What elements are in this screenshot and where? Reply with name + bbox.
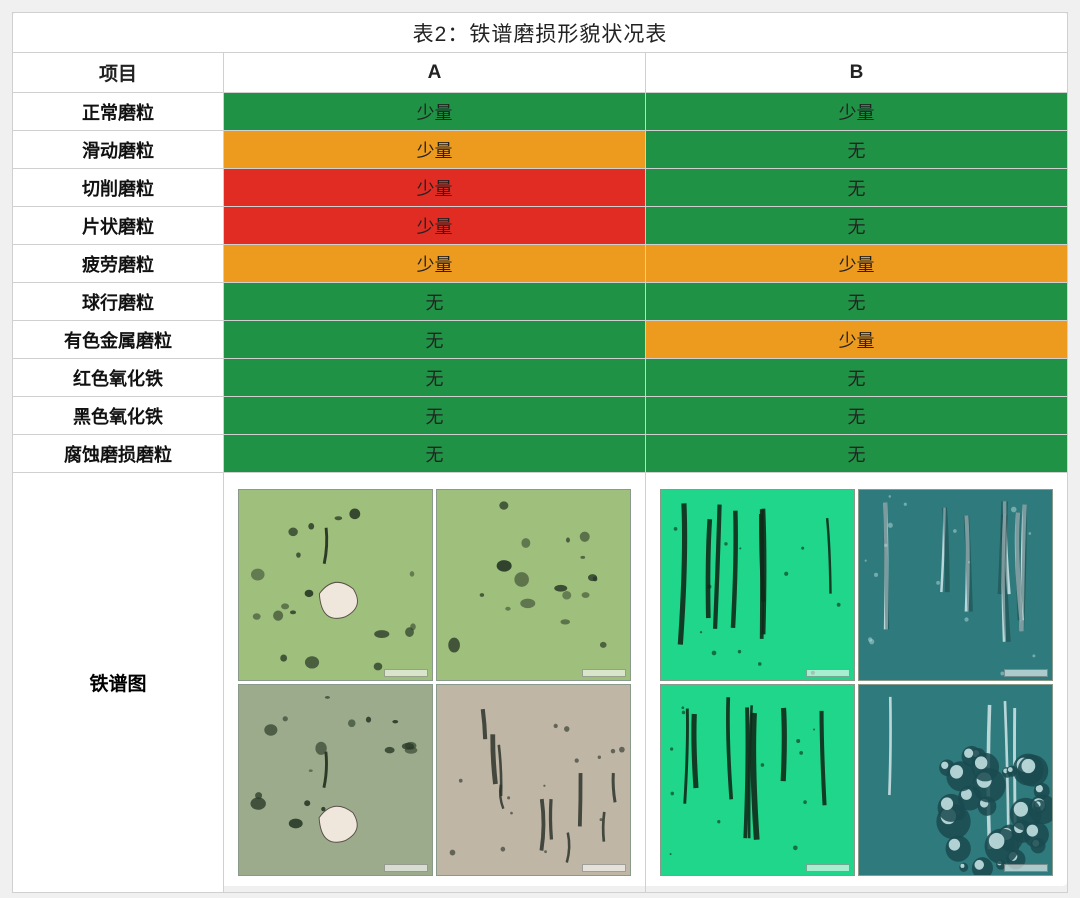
row-label: 疲劳磨粒 — [13, 245, 224, 283]
scale-bar — [384, 669, 428, 677]
cell-a: 无 — [224, 359, 646, 397]
table-row: 片状磨粒少量无 — [13, 207, 1068, 245]
header-row: 项目 A B — [13, 53, 1068, 93]
micrograph-pane — [436, 489, 631, 681]
row-label: 有色金属磨粒 — [13, 321, 224, 359]
cell-a: 少量 — [224, 169, 646, 207]
cell-a: 少量 — [224, 131, 646, 169]
row-label: 切削磨粒 — [13, 169, 224, 207]
micrograph-pane — [238, 684, 433, 876]
cell-a: 无 — [224, 321, 646, 359]
table-row: 黑色氧化铁无无 — [13, 397, 1068, 435]
table-row: 切削磨粒少量无 — [13, 169, 1068, 207]
cell-b: 无 — [646, 131, 1068, 169]
table-title: 表2：铁谱磨损形貌状况表 — [13, 13, 1068, 53]
cell-a: 少量 — [224, 245, 646, 283]
scale-bar — [384, 864, 428, 872]
cell-a: 无 — [224, 283, 646, 321]
scale-bar — [582, 669, 626, 677]
cell-b: 少量 — [646, 93, 1068, 131]
cell-b: 无 — [646, 169, 1068, 207]
table-row: 有色金属磨粒无少量 — [13, 321, 1068, 359]
cell-a: 无 — [224, 397, 646, 435]
cell-b: 无 — [646, 207, 1068, 245]
cell-a: 无 — [224, 435, 646, 473]
micrograph-pane — [238, 489, 433, 681]
row-label: 片状磨粒 — [13, 207, 224, 245]
cell-b: 少量 — [646, 245, 1068, 283]
scale-bar — [582, 864, 626, 872]
row-label: 正常磨粒 — [13, 93, 224, 131]
row-label: 球行磨粒 — [13, 283, 224, 321]
image-row-label: 铁谱图 — [13, 473, 224, 893]
row-label: 红色氧化铁 — [13, 359, 224, 397]
cell-a: 少量 — [224, 207, 646, 245]
table-row: 球行磨粒无无 — [13, 283, 1068, 321]
micrograph-pane — [660, 489, 855, 681]
scale-bar — [1004, 669, 1048, 677]
micrograph-pane — [858, 489, 1053, 681]
cell-b: 无 — [646, 283, 1068, 321]
cell-b: 无 — [646, 359, 1068, 397]
cell-b: 无 — [646, 397, 1068, 435]
header-b: B — [646, 53, 1068, 93]
table-row: 疲劳磨粒少量少量 — [13, 245, 1068, 283]
micrograph-pane — [436, 684, 631, 876]
ferrograph-a — [224, 473, 646, 893]
table-container: 表2：铁谱磨损形貌状况表 项目 A B 正常磨粒少量少量滑动磨粒少量无切削磨粒少… — [12, 12, 1068, 886]
scale-bar — [1004, 864, 1048, 872]
header-label: 项目 — [13, 53, 224, 93]
cell-a: 少量 — [224, 93, 646, 131]
table-row: 正常磨粒少量少量 — [13, 93, 1068, 131]
table-row: 滑动磨粒少量无 — [13, 131, 1068, 169]
title-row: 表2：铁谱磨损形貌状况表 — [13, 13, 1068, 53]
header-a: A — [224, 53, 646, 93]
row-label: 黑色氧化铁 — [13, 397, 224, 435]
row-label: 腐蚀磨损磨粒 — [13, 435, 224, 473]
table-row: 腐蚀磨损磨粒无无 — [13, 435, 1068, 473]
cell-b: 无 — [646, 435, 1068, 473]
scale-bar — [806, 669, 850, 677]
cell-b: 少量 — [646, 321, 1068, 359]
ferrograph-b — [646, 473, 1068, 893]
scale-bar — [806, 864, 850, 872]
row-label: 滑动磨粒 — [13, 131, 224, 169]
wear-morphology-table: 表2：铁谱磨损形貌状况表 项目 A B 正常磨粒少量少量滑动磨粒少量无切削磨粒少… — [12, 12, 1068, 893]
table-row: 红色氧化铁无无 — [13, 359, 1068, 397]
image-row: 铁谱图 — [13, 473, 1068, 893]
micrograph-pane — [660, 684, 855, 876]
micrograph-pane — [858, 684, 1053, 876]
